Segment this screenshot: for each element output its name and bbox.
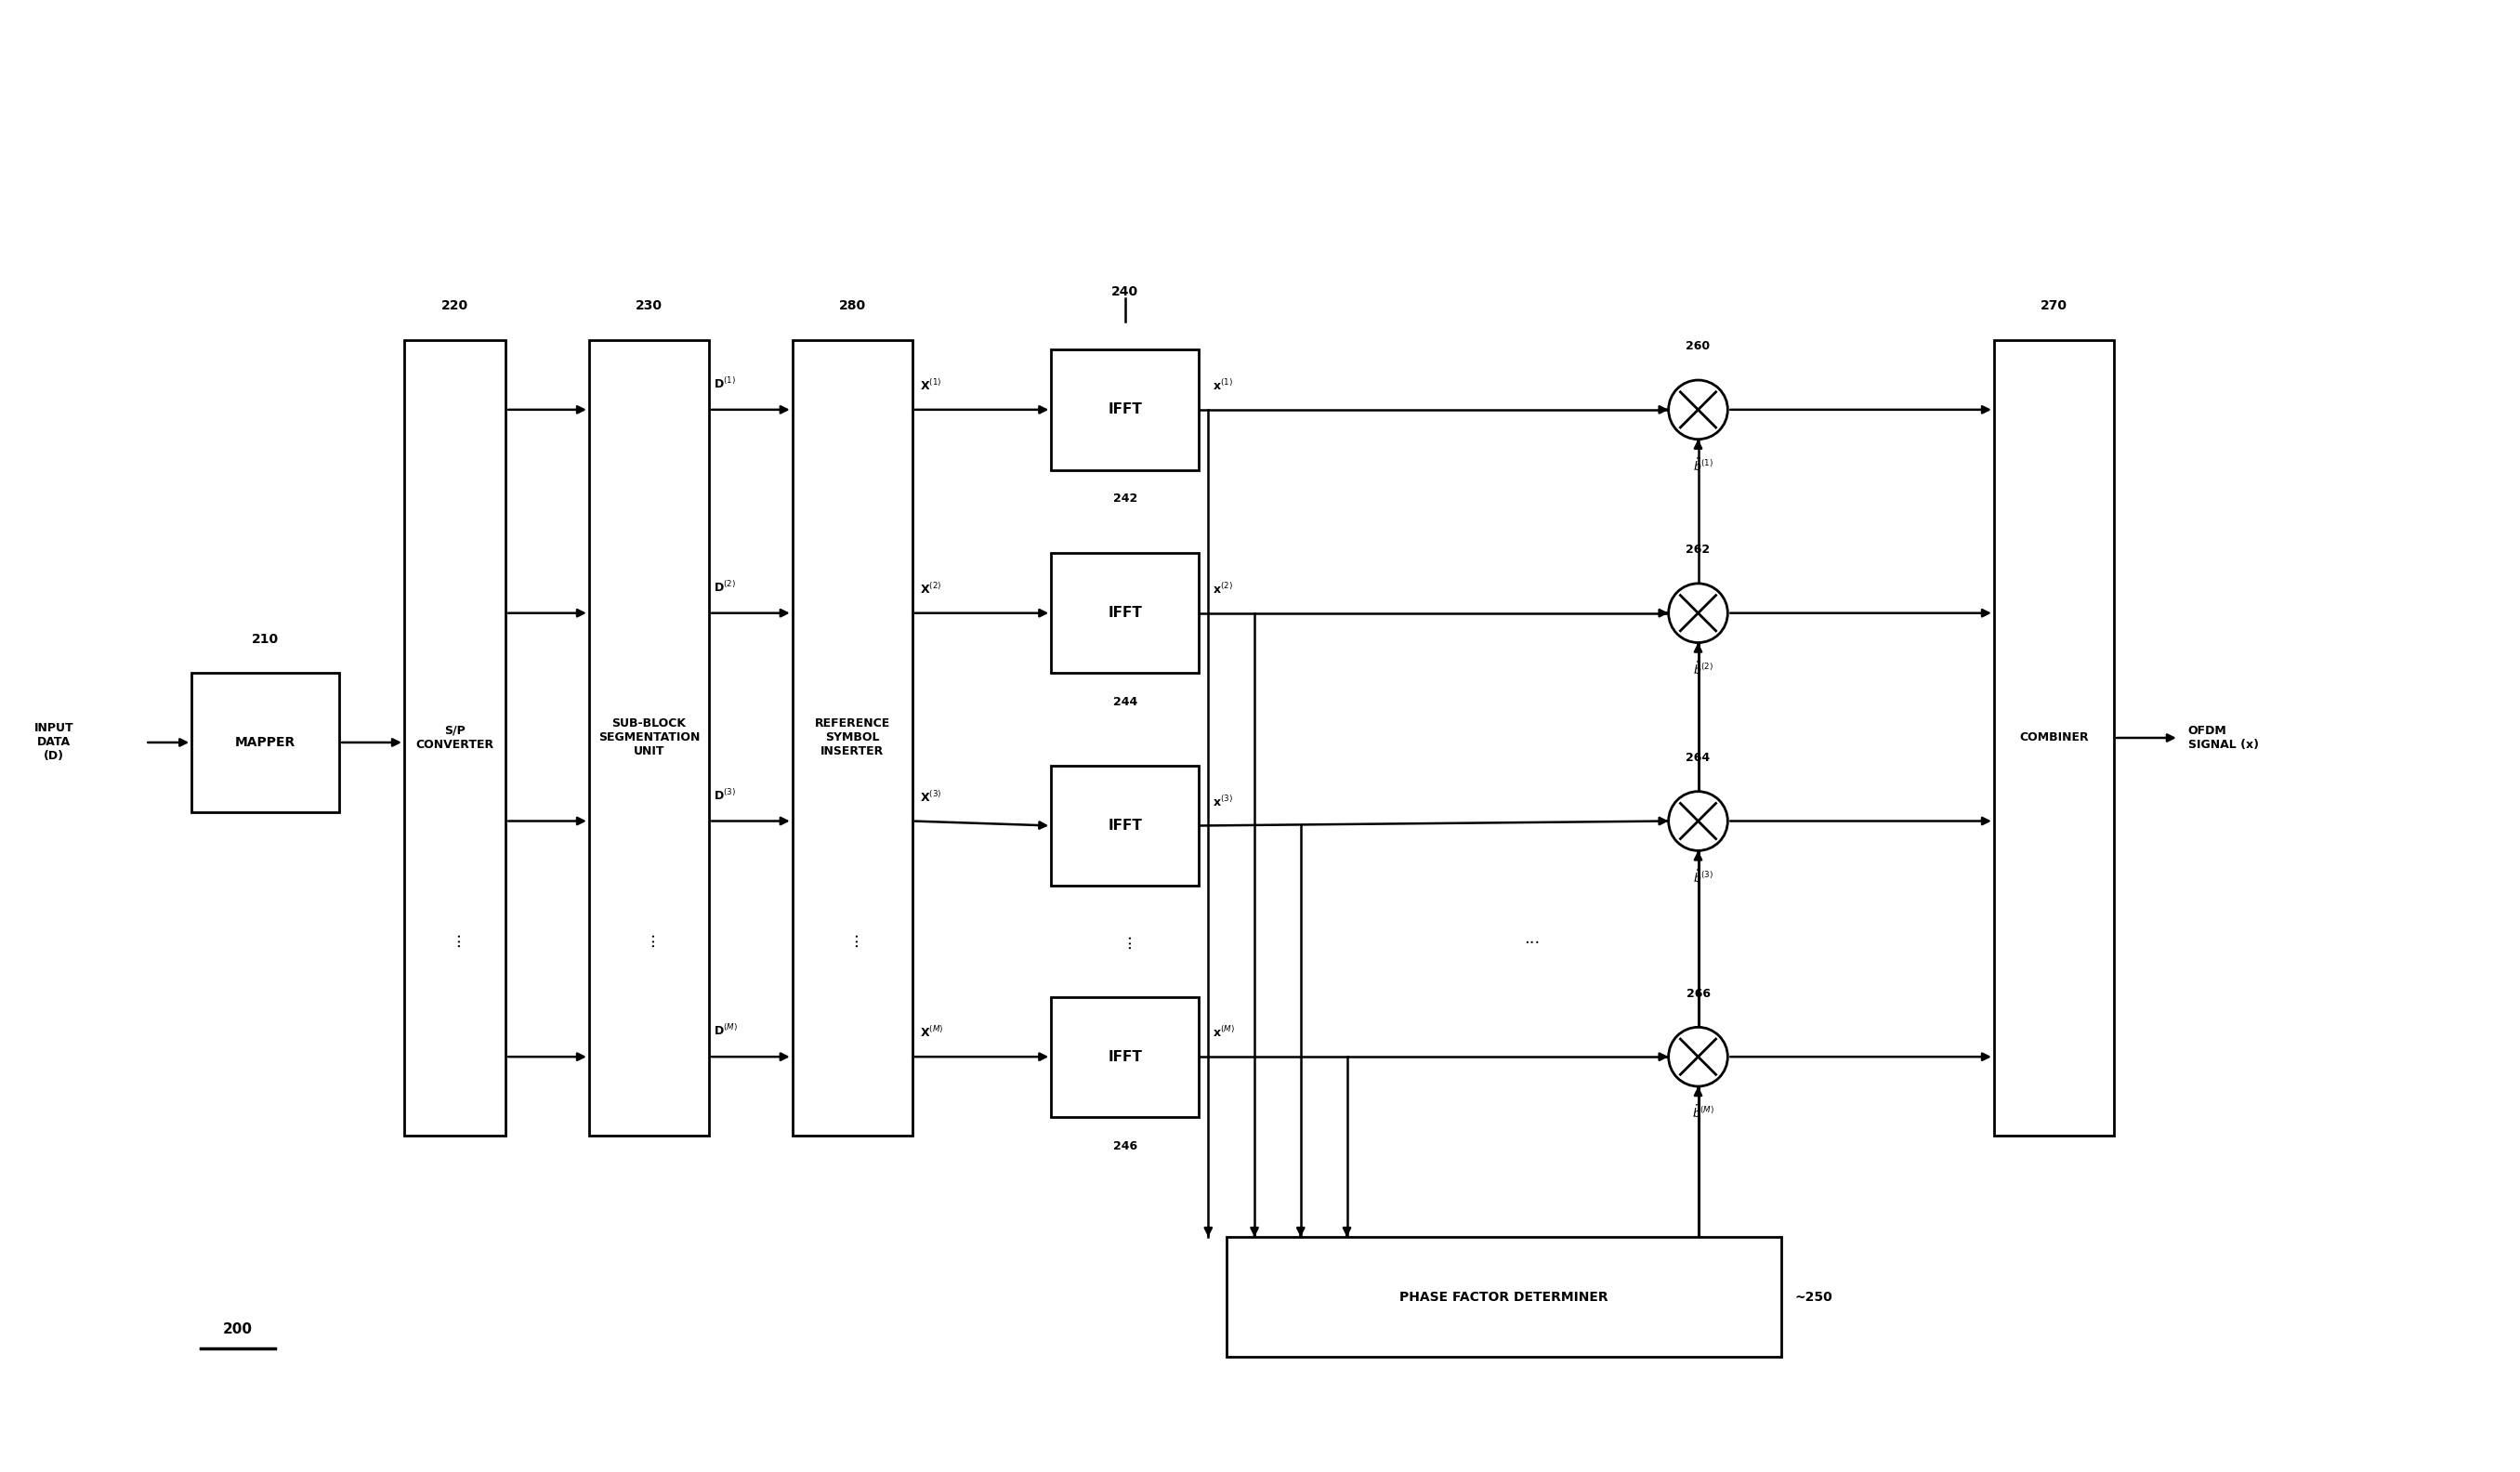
Text: PHASE FACTOR DETERMINER: PHASE FACTOR DETERMINER (1399, 1291, 1608, 1304)
Text: IFFT: IFFT (1109, 403, 1142, 417)
Text: D$^{(3)}$: D$^{(3)}$ (713, 788, 736, 802)
Text: 244: 244 (1114, 696, 1137, 708)
Text: ...: ... (1116, 933, 1134, 949)
Text: x$^{(1)}$: x$^{(1)}$ (1212, 378, 1232, 393)
Text: 240: 240 (1111, 286, 1139, 299)
FancyBboxPatch shape (192, 673, 340, 811)
Text: ...: ... (1525, 930, 1540, 948)
Text: ...: ... (640, 930, 658, 946)
Text: IFFT: IFFT (1109, 1050, 1142, 1064)
FancyBboxPatch shape (403, 340, 507, 1135)
Text: X$^{(3)}$: X$^{(3)}$ (920, 789, 942, 804)
FancyBboxPatch shape (1993, 340, 2114, 1135)
Text: 246: 246 (1114, 1139, 1137, 1153)
FancyBboxPatch shape (791, 340, 912, 1135)
Text: 280: 280 (839, 300, 867, 312)
Text: $\tilde{b}^{(1)}$: $\tilde{b}^{(1)}$ (1693, 458, 1714, 474)
Text: D$^{(1)}$: D$^{(1)}$ (713, 377, 736, 392)
Text: IFFT: IFFT (1109, 606, 1142, 620)
Circle shape (1668, 792, 1729, 851)
Text: IFFT: IFFT (1109, 818, 1142, 833)
Text: 242: 242 (1114, 493, 1137, 505)
Text: D$^{(2)}$: D$^{(2)}$ (713, 580, 736, 595)
FancyBboxPatch shape (1051, 765, 1200, 886)
Text: x$^{(2)}$: x$^{(2)}$ (1212, 581, 1232, 596)
Text: 270: 270 (2041, 300, 2066, 312)
Text: X$^{(1)}$: X$^{(1)}$ (920, 378, 942, 393)
Text: 230: 230 (635, 300, 663, 312)
Text: 266: 266 (1686, 988, 1711, 999)
Text: x$^{(3)}$: x$^{(3)}$ (1212, 795, 1232, 810)
Text: ...: ... (844, 930, 862, 946)
Text: 220: 220 (441, 300, 469, 312)
Text: 264: 264 (1686, 752, 1711, 764)
Text: ~250: ~250 (1794, 1291, 1832, 1304)
Text: x$^{(M)}$: x$^{(M)}$ (1212, 1026, 1235, 1041)
Circle shape (1668, 1027, 1729, 1086)
Text: $\tilde{b}^{(3)}$: $\tilde{b}^{(3)}$ (1693, 868, 1714, 885)
Text: COMBINER: COMBINER (2019, 732, 2089, 743)
Text: ...: ... (446, 930, 464, 946)
Text: 200: 200 (222, 1322, 252, 1337)
Text: 260: 260 (1686, 340, 1711, 352)
FancyBboxPatch shape (1051, 349, 1200, 470)
Text: REFERENCE
SYMBOL
INSERTER: REFERENCE SYMBOL INSERTER (814, 718, 890, 758)
Text: $\tilde{b}^{(M)}$: $\tilde{b}^{(M)}$ (1691, 1105, 1714, 1122)
Text: 262: 262 (1686, 543, 1711, 556)
Text: OFDM
SIGNAL (x): OFDM SIGNAL (x) (2187, 724, 2258, 751)
FancyBboxPatch shape (1051, 997, 1200, 1117)
FancyBboxPatch shape (1227, 1236, 1782, 1357)
Text: INPUT
DATA
(D): INPUT DATA (D) (35, 723, 73, 762)
Text: 210: 210 (252, 633, 280, 645)
Circle shape (1668, 380, 1729, 439)
Text: X$^{(2)}$: X$^{(2)}$ (920, 581, 942, 596)
Text: S/P
CONVERTER: S/P CONVERTER (416, 724, 494, 751)
Text: MAPPER: MAPPER (234, 736, 295, 749)
Text: X$^{(M)}$: X$^{(M)}$ (920, 1026, 942, 1041)
FancyBboxPatch shape (590, 340, 708, 1135)
Text: D$^{(M)}$: D$^{(M)}$ (713, 1023, 738, 1038)
Circle shape (1668, 583, 1729, 643)
Text: $\tilde{b}^{(2)}$: $\tilde{b}^{(2)}$ (1693, 661, 1714, 677)
FancyBboxPatch shape (1051, 553, 1200, 673)
Text: SUB-BLOCK
SEGMENTATION
UNIT: SUB-BLOCK SEGMENTATION UNIT (597, 718, 701, 758)
